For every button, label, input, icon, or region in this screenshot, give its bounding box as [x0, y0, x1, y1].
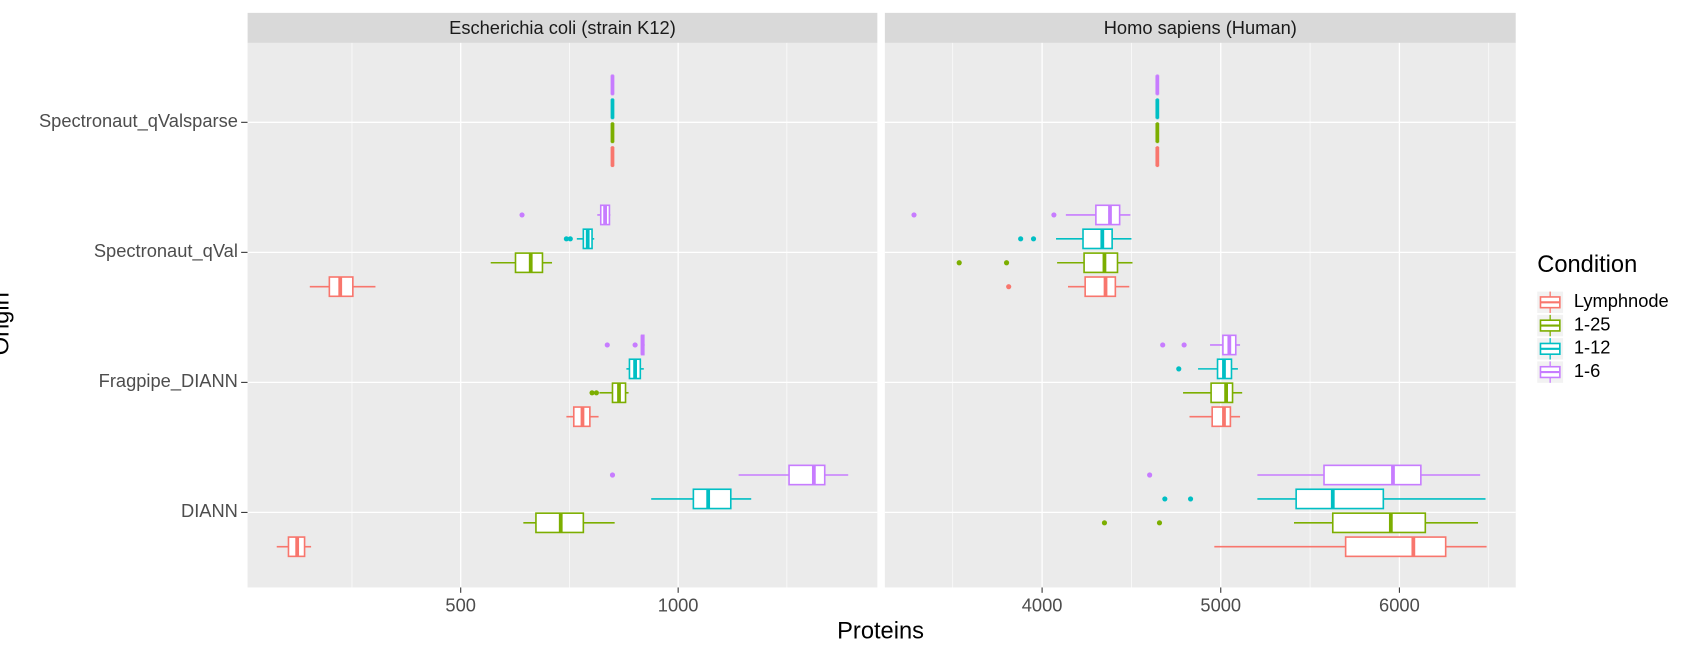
- box-body: [1083, 252, 1119, 274]
- x-tick-label: 500: [445, 595, 476, 616]
- outlier: [1030, 236, 1037, 242]
- outlier: [589, 390, 595, 396]
- box: [1147, 464, 1481, 486]
- box: [626, 358, 644, 380]
- box-body: [1295, 488, 1385, 510]
- outlier: [567, 236, 573, 242]
- box-body: [1344, 536, 1447, 558]
- x-axis-label: Proteins: [837, 619, 924, 645]
- box-body: [1331, 512, 1427, 534]
- box: [276, 536, 312, 558]
- strip: [247, 12, 878, 43]
- strip-title: Escherichia coli (strain K12): [449, 17, 676, 38]
- box: [1160, 334, 1241, 356]
- box: [609, 464, 849, 486]
- box: [610, 122, 615, 144]
- outlier: [1003, 260, 1010, 266]
- box: [566, 406, 599, 428]
- outlier: [1187, 496, 1194, 502]
- box: [911, 204, 1131, 226]
- x-tick-label: 1000: [658, 595, 699, 616]
- plot-root: Proteins Origin Condition DIANN Fragpipe_…: [0, 12, 1669, 645]
- box-body: [1211, 406, 1232, 428]
- box: [309, 276, 376, 298]
- legend-label: 1-6: [1574, 360, 1600, 381]
- panel-background: [247, 42, 878, 588]
- outlier: [604, 342, 610, 348]
- box: [1006, 276, 1130, 298]
- box-body: [1210, 382, 1234, 404]
- outlier: [1162, 496, 1168, 502]
- box-body: [692, 488, 732, 510]
- outlier: [632, 342, 638, 348]
- box: [490, 252, 553, 274]
- outlier: [1181, 342, 1187, 348]
- box-body: [788, 464, 826, 486]
- strip: [884, 12, 1516, 43]
- outlier: [609, 472, 616, 478]
- box-body: [1082, 228, 1113, 250]
- y-tick-label: DIANN: [181, 500, 238, 521]
- box: [651, 488, 752, 510]
- box: [1214, 536, 1487, 558]
- outlier: [1147, 472, 1153, 478]
- box: [563, 228, 595, 250]
- outlier: [563, 236, 569, 242]
- box: [1176, 358, 1238, 380]
- box-body: [1095, 204, 1121, 226]
- outlier: [1051, 212, 1057, 218]
- box: [1155, 146, 1160, 168]
- legend-label: Lymphnode: [1574, 290, 1669, 311]
- x-tick-label: 4000: [1022, 595, 1063, 616]
- box: [610, 98, 615, 120]
- legend-title: Condition: [1537, 252, 1637, 278]
- y-tick-label: Spectronaut_qValsparse: [39, 110, 238, 132]
- outlier: [911, 212, 917, 218]
- box: [604, 334, 645, 356]
- box: [523, 512, 615, 534]
- box: [1162, 488, 1486, 510]
- legend-label: 1-25: [1574, 313, 1611, 334]
- outlier: [1176, 366, 1182, 372]
- outlier: [956, 260, 962, 266]
- x-tick-label: 5000: [1200, 595, 1241, 616]
- box: [519, 204, 611, 226]
- box: [589, 382, 629, 404]
- outlier: [1101, 520, 1108, 526]
- box: [610, 146, 615, 168]
- outlier: [1156, 520, 1163, 526]
- y-axis-label: Origin: [0, 292, 14, 355]
- y-tick-label: Spectronaut_qVal: [94, 240, 238, 262]
- outlier: [519, 212, 525, 218]
- box: [1183, 382, 1243, 404]
- strip-title: Homo sapiens (Human): [1104, 17, 1297, 38]
- outlier: [1160, 342, 1166, 348]
- outlier: [1006, 284, 1012, 290]
- y-tick-label: Fragpipe_DIANN: [99, 370, 238, 392]
- box: [610, 74, 615, 96]
- x-tick-label: 6000: [1379, 595, 1420, 616]
- box: [1101, 512, 1479, 534]
- outlier: [593, 390, 599, 396]
- panel-background: [884, 42, 1516, 588]
- box: [1189, 406, 1241, 428]
- box-body: [1084, 276, 1117, 298]
- box-body: [1323, 464, 1422, 486]
- box: [1155, 98, 1160, 120]
- box: [956, 252, 1133, 274]
- outlier: [1018, 236, 1024, 242]
- box: [1018, 228, 1132, 250]
- box: [1155, 74, 1160, 96]
- legend-label: 1-12: [1574, 337, 1611, 358]
- box: [1155, 122, 1160, 144]
